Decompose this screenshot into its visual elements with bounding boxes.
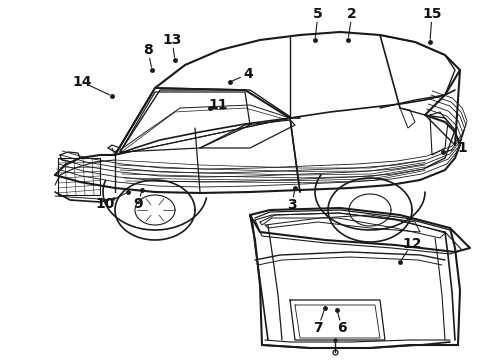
Text: 13: 13: [162, 33, 182, 47]
Text: 1: 1: [457, 141, 467, 155]
Text: 8: 8: [143, 43, 153, 57]
Text: 5: 5: [313, 7, 323, 21]
Text: 6: 6: [337, 321, 347, 335]
Text: 15: 15: [422, 7, 442, 21]
Text: 10: 10: [96, 197, 115, 211]
Text: 9: 9: [133, 197, 143, 211]
Text: 3: 3: [287, 198, 297, 212]
Text: 2: 2: [347, 7, 357, 21]
Text: 11: 11: [208, 98, 228, 112]
Text: 14: 14: [72, 75, 92, 89]
Text: 7: 7: [313, 321, 323, 335]
Text: 4: 4: [243, 67, 253, 81]
Text: 12: 12: [402, 237, 422, 251]
